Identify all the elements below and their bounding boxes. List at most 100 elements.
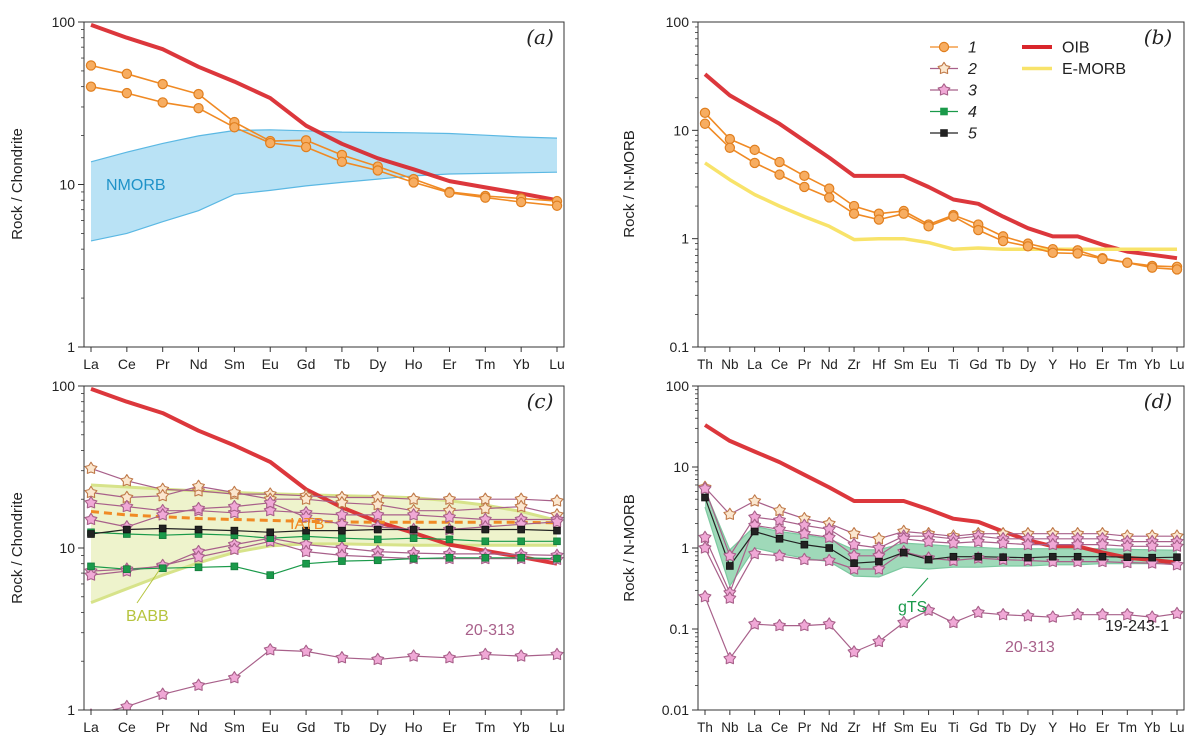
data-point	[409, 554, 418, 563]
data-point	[445, 535, 454, 544]
x-tick-label: La	[747, 720, 763, 735]
data-point	[799, 170, 810, 182]
x-tick-label: Eu	[262, 719, 279, 735]
data-point	[1046, 537, 1060, 551]
data-point	[230, 562, 239, 571]
data-point	[158, 524, 167, 533]
data-point	[409, 534, 418, 542]
data-point	[822, 553, 836, 567]
legend-label: 3	[968, 83, 977, 100]
data-point	[443, 492, 456, 505]
x-tick-label: Ce	[118, 719, 136, 735]
data-point	[481, 525, 490, 534]
data-point	[996, 536, 1010, 549]
data-point	[898, 208, 909, 219]
x-tick-label: Yb	[513, 356, 530, 372]
x-tick-label: Lu	[549, 719, 565, 735]
x-tick-label: Nd	[821, 357, 838, 372]
data-point	[1173, 553, 1181, 561]
data-point	[724, 142, 736, 153]
data-point	[550, 515, 564, 528]
plot-frame	[697, 21, 1185, 348]
x-tick-label: Gd	[297, 719, 316, 735]
x-tick-label: Ho	[1069, 720, 1086, 735]
data-point	[701, 493, 709, 502]
data-point	[797, 526, 811, 540]
data-point	[946, 615, 960, 629]
data-point	[1170, 606, 1184, 620]
data-point	[872, 562, 886, 575]
legend-swatch-marker	[937, 61, 951, 75]
data-point	[517, 525, 525, 534]
data-point	[873, 214, 885, 225]
data-point	[774, 169, 785, 180]
legend-swatch-marker	[938, 41, 950, 53]
data-point	[1071, 607, 1085, 621]
data-point	[1098, 552, 1107, 561]
series-line-s5	[704, 497, 1178, 567]
x-tick-label: Zr	[848, 357, 861, 372]
data-point	[897, 615, 911, 629]
x-tick-label: Lu	[1169, 720, 1184, 735]
data-point	[1096, 537, 1109, 551]
data-point	[997, 235, 1009, 247]
x-tick-label: Tb	[334, 719, 351, 735]
data-point	[121, 68, 133, 79]
series-markers-s1b	[85, 81, 563, 211]
y-tick-label: 0.1	[670, 621, 690, 637]
annotation-20-313: 20-313	[1005, 639, 1055, 656]
x-tick-label: Lu	[1169, 357, 1184, 372]
x-tick-label: Ho	[405, 719, 423, 735]
plot-area-d	[698, 423, 1184, 665]
band-lower-edge	[90, 171, 558, 242]
data-point	[800, 540, 809, 549]
data-point	[946, 536, 960, 549]
data-point	[409, 525, 418, 534]
data-point	[1145, 539, 1159, 552]
series-line-emorb	[704, 161, 1177, 251]
data-point	[1048, 552, 1057, 561]
series-markers-s5	[701, 493, 1181, 570]
x-tick-label: Ce	[771, 720, 788, 735]
series-line-oib	[90, 23, 558, 203]
data-point	[193, 102, 204, 114]
data-point	[84, 496, 98, 509]
data-point	[266, 571, 275, 579]
data-point	[87, 562, 95, 571]
series-line-s4	[90, 557, 558, 576]
legend-label: 5	[968, 126, 977, 143]
data-point	[194, 525, 203, 534]
panel-letter: (b)	[1144, 25, 1172, 49]
y-tick-label: 1	[67, 339, 75, 355]
data-point	[263, 503, 277, 517]
y-tick-label: 10	[673, 122, 689, 138]
data-point	[227, 499, 241, 513]
x-tick-label: Ho	[1069, 357, 1086, 372]
band-nmorb	[91, 129, 557, 241]
y-tick-label: 1	[681, 231, 689, 247]
series-markers-s20313	[89, 643, 564, 710]
data-point	[227, 671, 241, 684]
series-line-s1b	[90, 85, 558, 207]
data-point	[1170, 558, 1184, 571]
series-markers-s20313	[698, 590, 1184, 665]
data-point	[480, 192, 491, 203]
data-point	[156, 489, 170, 502]
series-line-oib	[703, 72, 1178, 261]
x-tick-label: Nd	[821, 720, 838, 735]
x-tick-label: Gd	[297, 356, 316, 372]
data-point	[299, 644, 313, 657]
data-point	[227, 542, 241, 555]
data-point	[1170, 539, 1184, 552]
series-line-s1a	[90, 64, 558, 202]
data-point	[824, 192, 835, 203]
band-upper-edge	[90, 129, 558, 163]
data-point	[1148, 553, 1156, 562]
x-tick-label: Pr	[798, 357, 812, 372]
x-tick-label: Tb	[334, 356, 351, 372]
x-tick-label: Y	[1048, 357, 1057, 372]
data-point	[192, 501, 205, 515]
data-point	[87, 530, 95, 538]
x-tick-label: Tm	[475, 356, 495, 372]
data-point	[84, 568, 98, 581]
